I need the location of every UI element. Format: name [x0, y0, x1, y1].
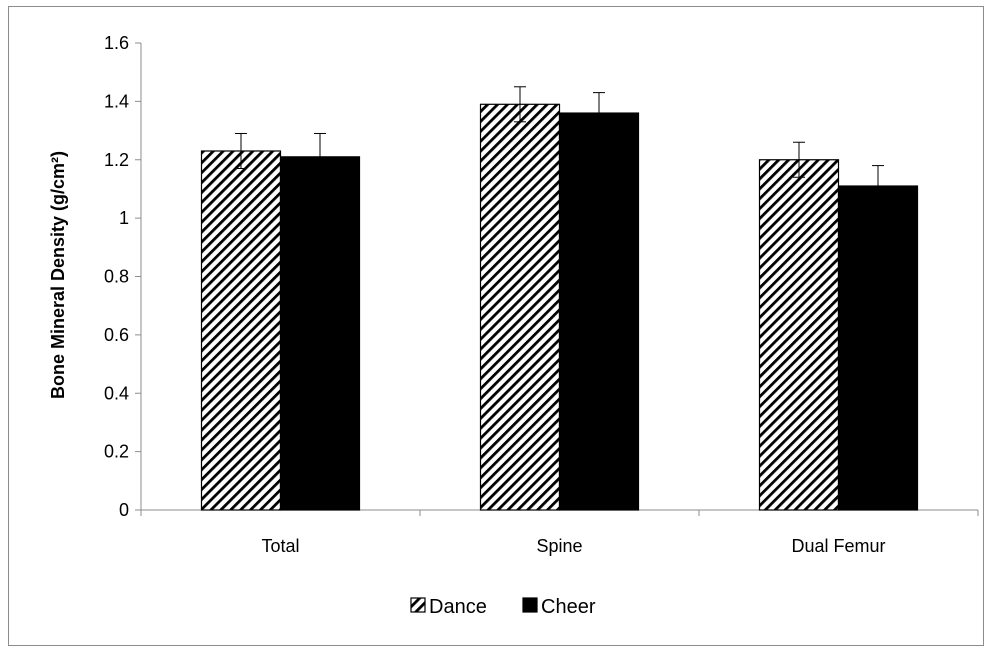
x-tick-label: Total: [261, 536, 299, 556]
bar-dance-dual-femur: [758, 159, 840, 511]
y-axis-title: Bone Mineral Density (g/cm²): [48, 151, 68, 399]
y-tick-label: 1.4: [104, 91, 129, 111]
chart-frame: Bone Mineral Density (g/cm²) 0 0.2 0.4 0.6 0…: [8, 6, 984, 646]
bar-cheer-dual-femur: [837, 185, 919, 511]
bar-chart: Bone Mineral Density (g/cm²) 0 0.2 0.4 0.6 0…: [48, 33, 979, 618]
y-tick-label: 0: [119, 500, 129, 520]
y-tick-label: 1.2: [104, 150, 129, 170]
y-tick-label: 0.4: [104, 383, 129, 403]
legend-label-dance: Dance: [429, 596, 487, 618]
legend: Dance Cheer: [410, 596, 596, 618]
legend-swatch-cheer: [522, 597, 538, 613]
y-tick-label: 0.8: [104, 267, 129, 287]
legend-swatch-dance: [410, 597, 426, 613]
x-tick-label: Dual Femur: [791, 536, 885, 556]
bar-dance-spine: [479, 103, 561, 511]
y-tick-label: 1: [119, 208, 129, 228]
y-tick-label: 0.2: [104, 442, 129, 462]
y-tick-label: 1.6: [104, 33, 129, 53]
bar-dance-total: [200, 150, 282, 511]
bar-cheer-total: [279, 156, 361, 511]
bar-cheer-spine: [558, 112, 640, 511]
legend-label-cheer: Cheer: [541, 596, 596, 618]
x-tick-label: Spine: [536, 536, 582, 556]
y-tick-label: 0.6: [104, 325, 129, 345]
